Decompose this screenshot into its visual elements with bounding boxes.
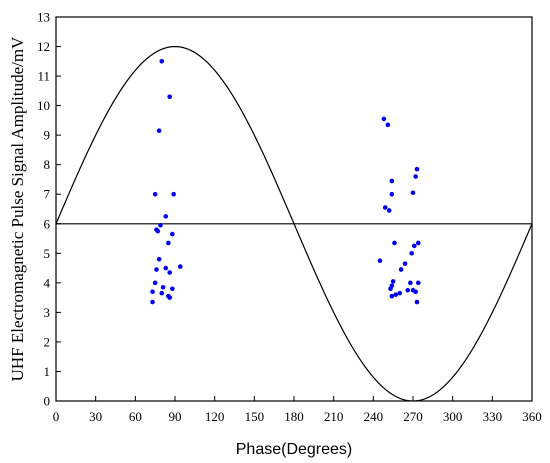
data-point [408,280,413,286]
data-point [385,122,391,128]
y-tick-label: 3 [44,305,51,320]
data-point [152,191,158,197]
data-point [393,292,399,297]
data-point [177,264,183,269]
x-tick-label: 330 [483,409,503,424]
x-tick-label: 300 [443,409,463,424]
x-tick-label: 60 [129,409,142,424]
data-point [405,287,411,293]
x-tick-label: 30 [89,409,102,424]
y-tick-label: 10 [37,98,50,113]
data-point [398,267,404,272]
y-axis-label: UHF Electromagnetic Pulse Signal Amplitu… [8,36,27,381]
data-point [377,258,383,263]
x-tick-label: 180 [284,409,304,424]
y-tick-label: 11 [37,69,50,84]
data-point [415,240,421,246]
y-tick-label: 8 [44,157,51,172]
data-point [389,191,395,197]
x-axis-ticks: 0 30 60 90 120 150 180 210 240 270 300 330 360 [53,396,542,424]
data-point [159,59,165,64]
data-point [409,251,414,256]
data-point [413,289,418,295]
x-tick-label: 90 [169,409,182,424]
data-point [163,214,169,219]
data-point [154,267,159,272]
x-tick-label: 0 [53,409,60,424]
y-tick-label: 1 [44,364,51,379]
data-point [163,265,169,271]
data-point [397,290,403,296]
y-tick-label: 9 [44,128,51,143]
x-tick-label: 150 [245,409,265,424]
y-tick-label: 13 [37,10,50,25]
data-point [390,279,396,284]
data-point [402,261,408,266]
data-point [170,231,175,237]
x-tick-label: 210 [324,409,344,424]
data-point [166,240,171,246]
data-point [389,178,395,184]
data-point [386,208,392,213]
x-tick-label: 270 [403,409,423,424]
plot-frame [55,16,533,402]
data-point [167,295,173,300]
data-point [388,286,393,292]
data-point [155,228,161,234]
data-point [415,280,421,286]
data-point [389,293,395,299]
data-point [170,286,175,292]
y-tick-label: 4 [44,275,51,290]
data-point [381,116,387,122]
y-tick-label: 5 [44,246,51,261]
data-point [413,174,418,179]
data-points [150,59,421,305]
data-point [410,190,416,196]
data-point [158,222,163,228]
y-tick-label: 6 [44,216,51,231]
x-axis-label: Phase(Degrees) [236,441,353,458]
data-point [412,243,417,249]
data-point [382,205,388,210]
data-point [171,191,176,197]
x-tick-label: 120 [205,409,225,424]
x-tick-label: 240 [364,409,384,424]
data-point [167,94,173,100]
y-tick-label: 0 [44,394,51,409]
data-point [167,270,173,275]
data-point [160,284,166,290]
data-point [392,240,397,246]
data-point [156,128,162,134]
data-point [414,299,420,305]
y-tick-label: 12 [37,39,50,54]
data-point [414,166,420,172]
data-point [150,299,155,305]
data-point [159,290,165,296]
y-tick-label: 7 [44,187,51,202]
y-tick-label: 2 [44,334,51,349]
x-tick-label: 360 [522,409,542,424]
data-point [150,289,155,295]
data-point [152,280,158,286]
data-point [156,256,162,262]
